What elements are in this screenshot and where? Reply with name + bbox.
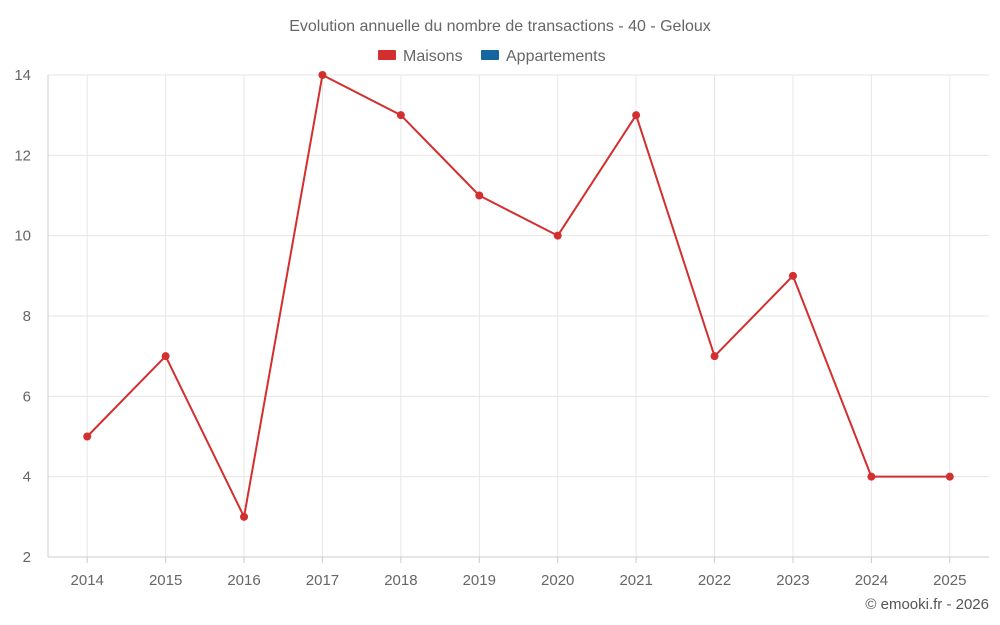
y-tick-label: 14	[14, 67, 31, 84]
legend-label-appartements: Appartements	[506, 48, 606, 65]
x-tick-label: 2015	[149, 572, 182, 589]
credit-text: © emooki.fr - 2026	[865, 596, 989, 613]
y-tick-label: 2	[23, 549, 31, 566]
x-tick-label: 2017	[306, 572, 339, 589]
x-tick-label: 2020	[541, 572, 574, 589]
x-tick-label: 2024	[855, 572, 888, 589]
series-line-maisons	[86, 74, 950, 518]
y-axis-ticks: 2 4 6 8 10 12 14	[14, 67, 31, 566]
legend-item-appartements[interactable]: Appartements	[481, 48, 606, 65]
data-point-maisons[interactable]	[632, 111, 641, 120]
data-point-maisons[interactable]	[240, 512, 249, 521]
data-point-maisons[interactable]	[475, 191, 484, 200]
legend-swatch-maisons	[378, 50, 396, 60]
data-point-maisons[interactable]	[945, 472, 954, 481]
chart-title: Evolution annuelle du nombre de transact…	[289, 18, 711, 35]
data-point-maisons[interactable]	[318, 71, 327, 79]
y-tick-label: 10	[14, 228, 31, 245]
data-point-maisons[interactable]	[161, 352, 170, 361]
data-point-maisons[interactable]	[83, 432, 92, 441]
series	[83, 71, 954, 521]
data-point-maisons[interactable]	[710, 352, 719, 361]
legend: Maisons Appartements	[378, 48, 606, 65]
x-tick-label: 2023	[776, 572, 809, 589]
data-point-maisons[interactable]	[867, 472, 876, 481]
legend-swatch-appartements	[481, 50, 499, 60]
data-point-maisons[interactable]	[788, 271, 797, 280]
y-tick-label: 4	[23, 469, 31, 486]
legend-item-maisons[interactable]: Maisons	[378, 48, 463, 65]
y-tick-label: 8	[23, 308, 31, 325]
data-point-maisons[interactable]	[553, 231, 562, 240]
x-tick-label: 2022	[698, 572, 731, 589]
x-tick-label: 2016	[227, 572, 260, 589]
x-tick-label: 2014	[71, 572, 104, 589]
legend-label-maisons: Maisons	[403, 48, 463, 65]
y-tick-label: 6	[23, 388, 31, 405]
x-tick-label: 2019	[463, 572, 496, 589]
y-tick-label: 12	[14, 147, 31, 164]
x-axis-ticks: 2014 2015 2016 2017 2018 2019 2020 2021 2022 2023…	[71, 557, 966, 589]
data-point-maisons[interactable]	[396, 111, 405, 120]
axes	[47, 75, 989, 558]
x-tick-label: 2018	[384, 572, 417, 589]
x-tick-label: 2021	[619, 572, 652, 589]
grid	[48, 74, 989, 557]
x-tick-label: 2025	[933, 572, 966, 589]
